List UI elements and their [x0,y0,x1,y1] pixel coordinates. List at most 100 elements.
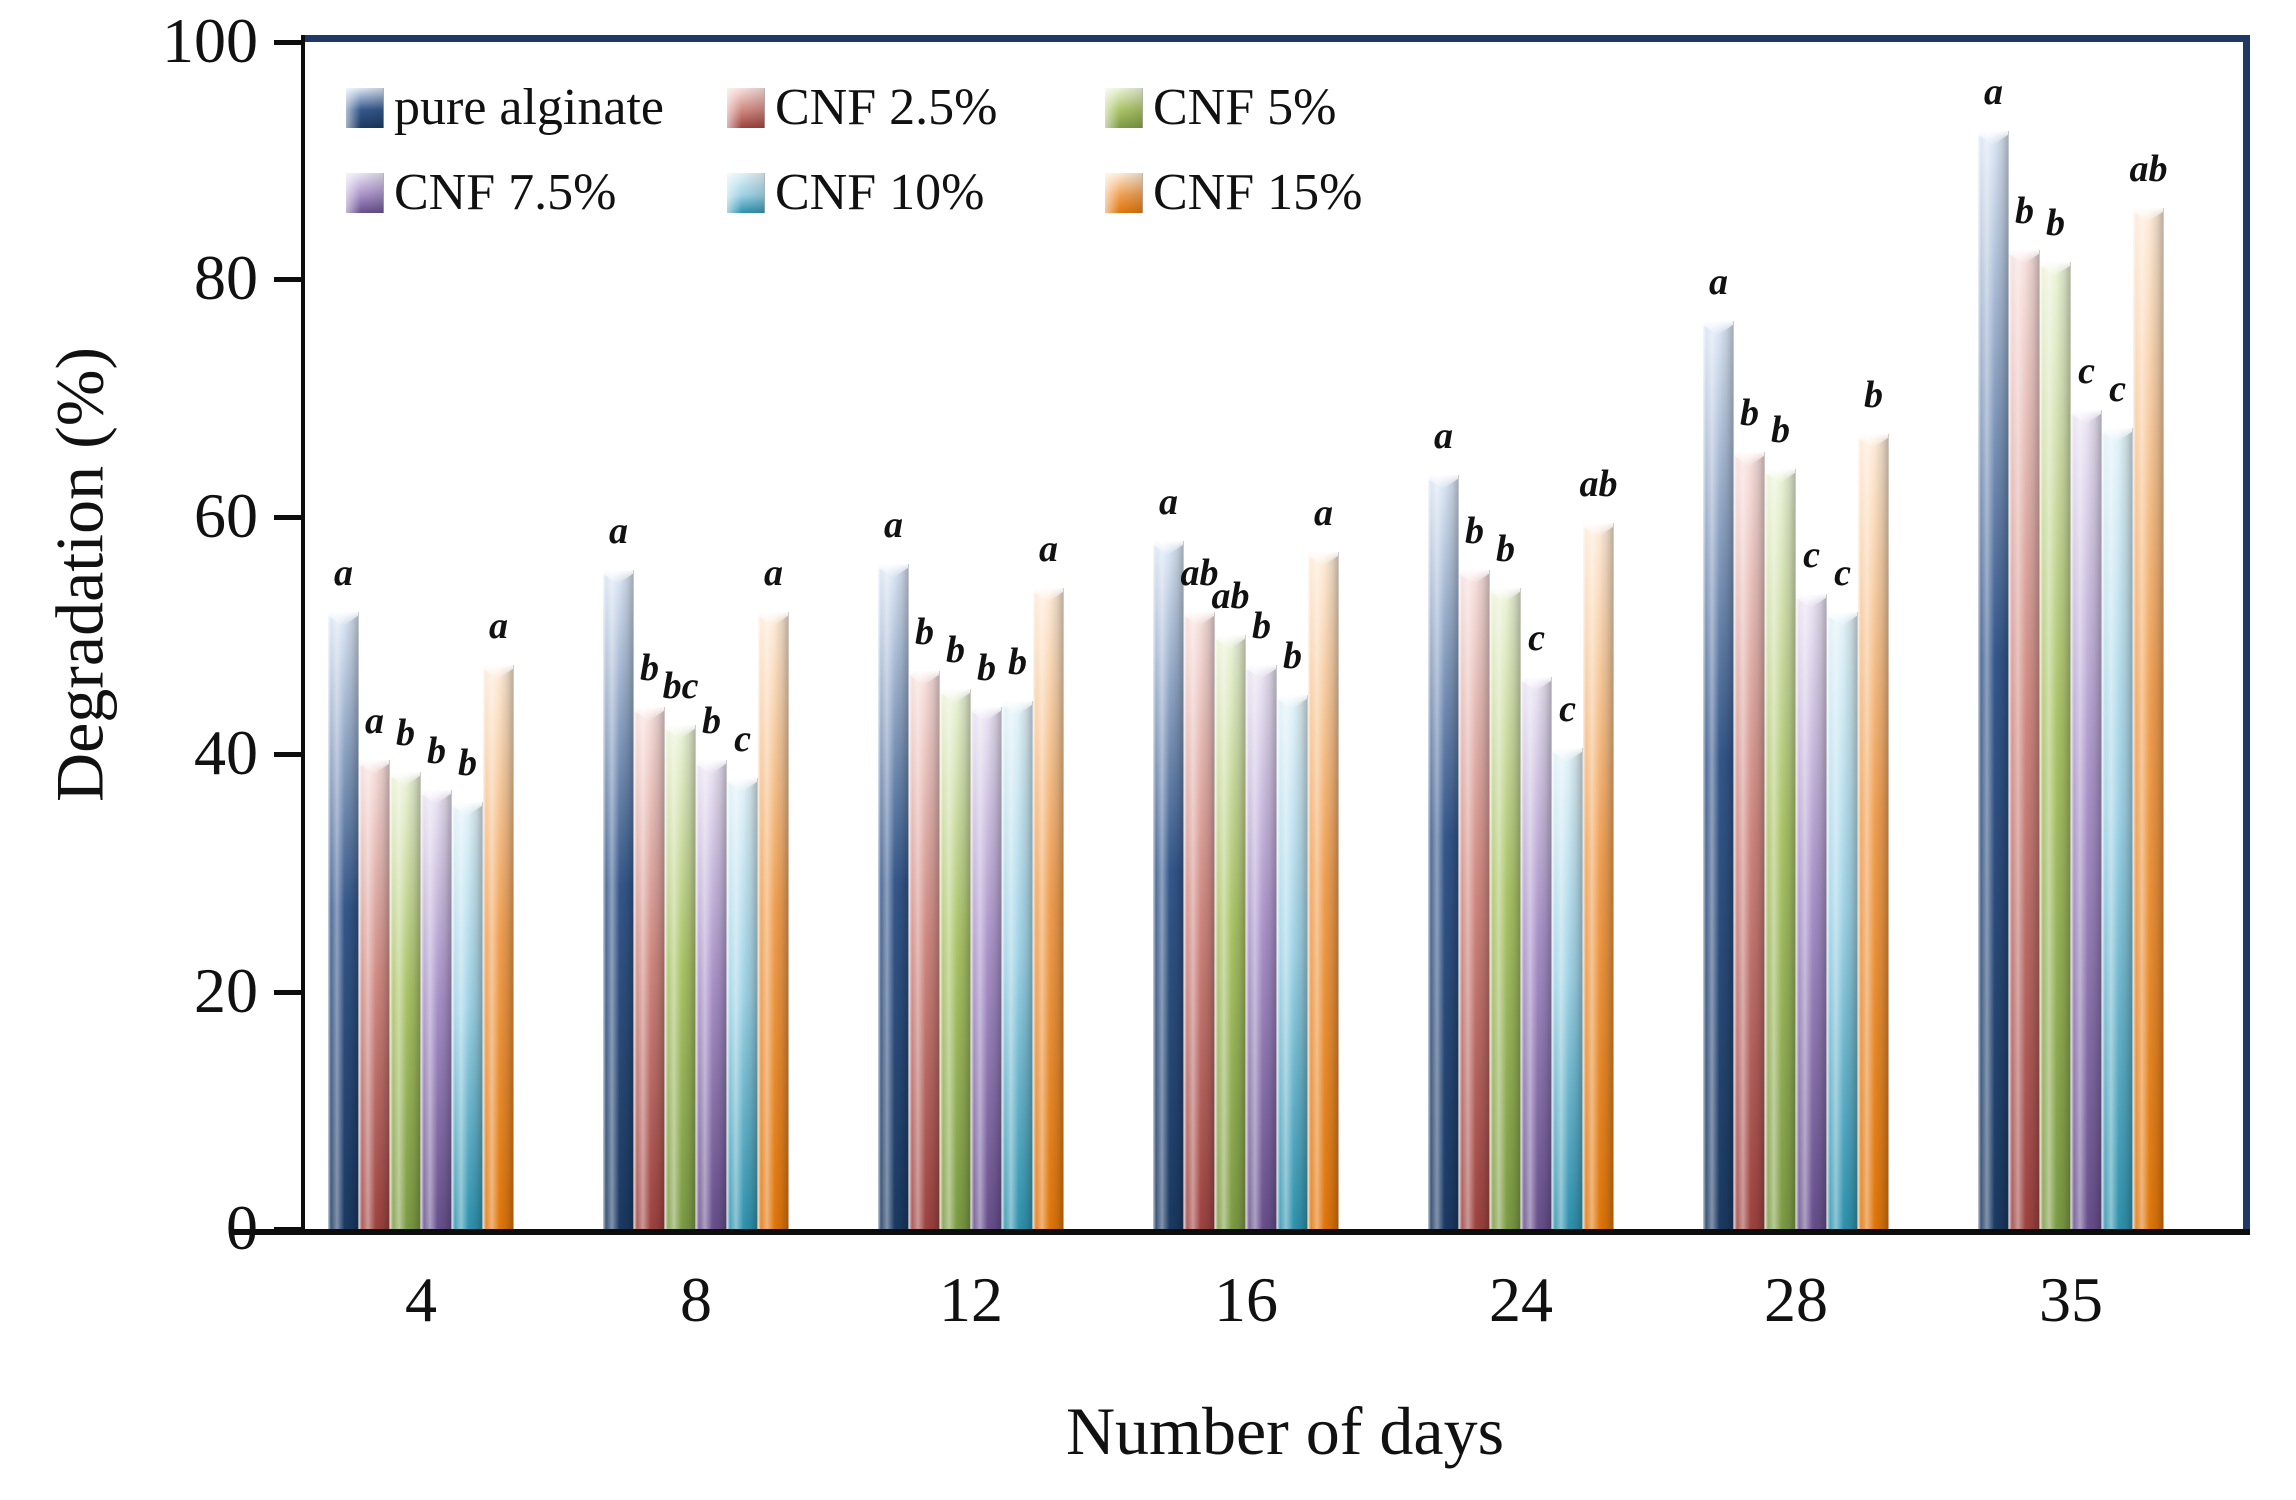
legend-item-cnf-2.5-: CNF 2.5% [727,82,997,134]
bar-cnf-15--day-35 [2133,208,2164,1229]
bar-cnf-2.5--day-16 [1184,612,1215,1229]
significance-label: a [1039,528,1058,570]
bar-cnf-7.5--day-12 [971,707,1002,1229]
significance-label: b [946,629,965,671]
bar-cnf-5--day-12 [940,689,971,1229]
bar-cnf-15--day-4 [483,665,514,1229]
y-axis-tick [274,514,303,520]
x-axis-line [232,1229,2250,1235]
significance-label: c [1528,617,1545,659]
significance-label: b [1252,605,1271,647]
x-tick-label: 12 [939,1264,1003,1335]
y-tick-label: 0 [226,1192,258,1263]
legend-key-swatch [346,88,384,128]
significance-label: b [1465,510,1484,552]
legend-item-cnf-5-: CNF 5% [1105,82,1336,134]
bar-cnf-7.5--day-28 [1796,594,1827,1229]
y-axis-tick [274,277,303,283]
legend-key-swatch [346,173,384,213]
x-tick-label: 24 [1489,1264,1553,1335]
x-tick-label: 28 [1764,1264,1828,1335]
significance-label: b [977,647,996,689]
bar-cnf-15--day-28 [1858,434,1889,1229]
y-tick-label: 20 [194,954,258,1026]
significance-label: a [365,700,384,742]
x-tick-label: 16 [1214,1264,1278,1335]
bar-cnf-10--day-12 [1002,701,1033,1229]
significance-label: a [609,510,628,552]
bar-cnf-2.5--day-8 [634,707,665,1229]
significance-label: c [1803,534,1820,576]
bar-cnf-2.5--day-35 [2009,250,2040,1229]
legend-label: CNF 2.5% [775,79,998,136]
legend-label: CNF 7.5% [394,164,617,221]
y-axis-tick [274,40,303,45]
significance-label: b [640,647,659,689]
legend-item-cnf-7.5-: CNF 7.5% [346,167,616,219]
bar-cnf-10--day-28 [1827,612,1858,1229]
significance-label: a [1709,261,1728,303]
significance-label: c [1834,552,1851,594]
bar-cnf-10--day-4 [452,802,483,1229]
bar-cnf-2.5--day-28 [1734,452,1765,1229]
bar-cnf-7.5--day-4 [421,790,452,1229]
y-axis-line [301,35,305,1235]
legend-item-pure-alginate: pure alginate [346,82,664,134]
significance-label: ab [2129,148,2168,190]
plot-top-border [301,35,2250,42]
significance-label: bc [662,665,699,707]
significance-label: b [396,712,415,754]
bar-cnf-7.5--day-16 [1246,665,1277,1229]
significance-label: a [334,552,353,594]
x-axis-title: Number of days [1065,1393,1505,1469]
legend-item-cnf-10-: CNF 10% [727,167,984,219]
x-tick-label: 4 [405,1264,437,1335]
bar-pure-alginate-day-16 [1153,541,1184,1229]
legend-key-swatch [1105,88,1143,128]
bar-cnf-7.5--day-8 [696,760,727,1229]
legend-label: CNF 5% [1153,79,1337,136]
bar-cnf-5--day-24 [1490,588,1521,1229]
x-tick-label: 8 [680,1264,712,1335]
legend-label: CNF 15% [1153,164,1363,221]
significance-label: a [764,552,783,594]
bar-cnf-5--day-16 [1215,635,1246,1229]
bar-cnf-15--day-12 [1033,588,1064,1229]
bar-pure-alginate-day-24 [1428,475,1459,1229]
significance-label: b [1864,374,1883,416]
bar-cnf-2.5--day-12 [909,671,940,1229]
significance-label: b [2046,202,2065,244]
plot-right-border [2243,35,2250,1235]
significance-label: ab [1211,575,1250,617]
significance-label: b [1740,392,1759,434]
significance-label: b [458,742,477,784]
y-axis-tick [274,1227,303,1232]
legend-key-swatch [1105,173,1143,213]
significance-label: ab [1180,552,1219,594]
bar-cnf-15--day-16 [1308,552,1339,1229]
bar-cnf-2.5--day-4 [359,760,390,1229]
y-axis-tick [274,752,303,758]
bar-cnf-10--day-8 [727,778,758,1229]
significance-label: a [489,605,508,647]
bar-cnf-10--day-24 [1552,748,1583,1229]
bar-cnf-7.5--day-24 [1521,677,1552,1229]
y-tick-label: 80 [194,242,258,314]
significance-label: b [1771,409,1790,451]
significance-label: ab [1579,463,1618,505]
bar-cnf-10--day-16 [1277,695,1308,1229]
bar-cnf-5--day-4 [390,772,421,1229]
bar-cnf-2.5--day-24 [1459,570,1490,1229]
legend-label: CNF 10% [775,164,985,221]
significance-label: b [2015,190,2034,232]
significance-label: a [1434,415,1453,457]
significance-label: b [702,700,721,742]
significance-label: a [1984,71,2003,113]
y-tick-label: 60 [194,479,258,551]
bar-cnf-7.5--day-35 [2071,410,2102,1229]
significance-label: b [1283,635,1302,677]
significance-label: c [2109,368,2126,410]
legend-key-swatch [727,173,765,213]
significance-label: c [2078,350,2095,392]
